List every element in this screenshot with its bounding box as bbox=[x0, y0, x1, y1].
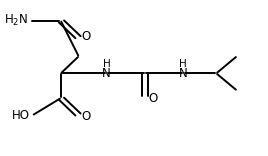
Text: H$_2$N: H$_2$N bbox=[3, 13, 28, 28]
Text: O: O bbox=[82, 30, 91, 43]
Text: N: N bbox=[179, 67, 188, 80]
Text: N: N bbox=[102, 67, 111, 80]
Text: H: H bbox=[103, 59, 111, 69]
Text: O: O bbox=[148, 92, 157, 105]
Text: O: O bbox=[82, 110, 91, 123]
Text: HO: HO bbox=[12, 109, 30, 122]
Text: H: H bbox=[179, 59, 187, 69]
